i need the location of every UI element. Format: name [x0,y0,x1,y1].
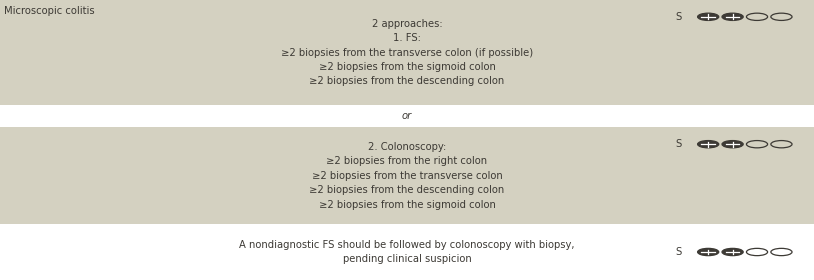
Text: Microscopic colitis: Microscopic colitis [4,6,94,16]
Circle shape [722,248,743,256]
Text: S: S [675,139,681,149]
Text: or: or [402,111,412,121]
Circle shape [722,13,743,20]
Text: 2 approaches:
1. FS:
≥2 biopsies from the transverse colon (if possible)
≥2 biop: 2 approaches: 1. FS: ≥2 biopsies from th… [281,19,533,86]
Text: S: S [675,247,681,257]
Bar [0,224,814,280]
Circle shape [771,141,792,148]
Bar [0,105,814,127]
Circle shape [771,248,792,256]
Text: S: S [675,12,681,22]
Circle shape [722,141,743,148]
Circle shape [698,248,719,256]
Circle shape [698,13,719,20]
Bar [0,127,814,224]
Text: 2. Colonoscopy:
≥2 biopsies from the right colon
≥2 biopsies from the transverse: 2. Colonoscopy: ≥2 biopsies from the rig… [309,142,505,209]
Circle shape [771,13,792,20]
Bar [0,0,814,105]
Circle shape [746,13,768,20]
Circle shape [746,248,768,256]
Circle shape [698,141,719,148]
Circle shape [746,141,768,148]
Text: A nondiagnostic FS should be followed by colonoscopy with biopsy,
pending clinic: A nondiagnostic FS should be followed by… [239,241,575,263]
